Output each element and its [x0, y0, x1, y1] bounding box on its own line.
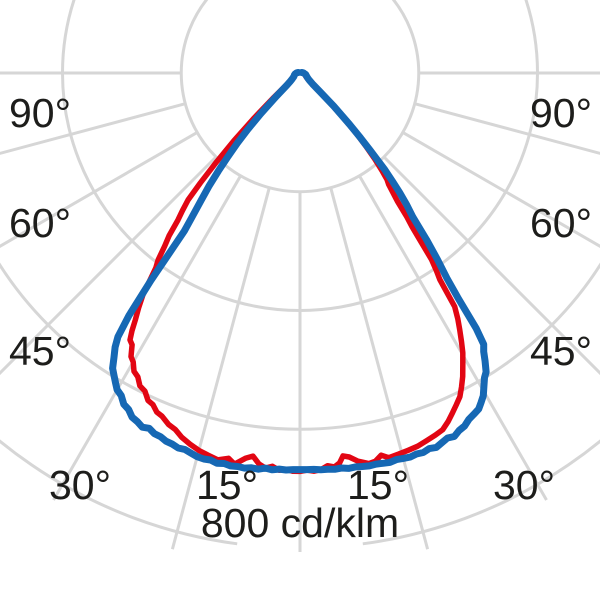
angle-label-left-90: 90°: [9, 90, 71, 136]
angle-label-right-60: 60°: [530, 200, 592, 246]
grid-radial-left-15deg: [170, 187, 271, 550]
intensity-curves: [109, 69, 490, 475]
angle-label-left-45: 45°: [9, 328, 71, 374]
grid-radial-left-60deg: [0, 131, 198, 248]
grid-radial-right-15deg: [329, 187, 430, 550]
angle-label-left-30: 30°: [49, 462, 111, 508]
grid-radial-right-75deg: [414, 102, 600, 155]
grid-radial-left-30deg: [52, 175, 242, 501]
grid-radial-left-45deg: [0, 155, 218, 376]
grid-radial-right-30deg: [358, 175, 548, 501]
angle-label-left-60: 60°: [9, 200, 71, 246]
grid-radial-right-60deg: [402, 131, 600, 248]
grid-radial-left-75deg: [0, 102, 186, 155]
angle-label-right-15: 15°: [347, 462, 409, 508]
polar-grid: [0, 0, 600, 552]
angle-label-right-90: 90°: [530, 90, 592, 136]
angle-labels: 90° 60° 45° 30° 15° 15° 30° 45° 60° 90° …: [9, 90, 592, 546]
angle-label-right-30: 30°: [493, 462, 555, 508]
angle-label-right-45: 45°: [530, 328, 592, 374]
unit-label: 800 cd/klm: [201, 500, 399, 546]
curve-blue: [109, 69, 490, 474]
angle-label-left-15: 15°: [196, 462, 258, 508]
grid-radial-right-45deg: [382, 155, 600, 376]
